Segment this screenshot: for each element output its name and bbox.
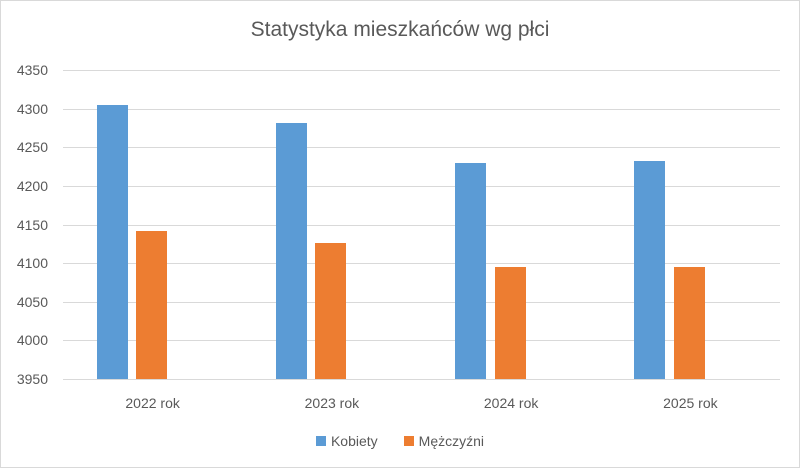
x-axis-label: 2022 rok <box>125 395 180 411</box>
y-tick-label: 4050 <box>16 293 48 310</box>
y-tick-label: 4350 <box>16 62 48 78</box>
gridline <box>63 224 780 226</box>
gridline <box>63 70 780 71</box>
bar-m-czy-ni <box>136 231 168 379</box>
x-axis-line <box>63 379 780 380</box>
gridline <box>63 301 780 303</box>
legend-swatch-icon <box>403 436 414 446</box>
chart-title: Statystyka mieszkańców wg płci <box>250 18 550 41</box>
bar-kobiety <box>96 104 128 379</box>
legend-label: Kobiety <box>330 433 378 449</box>
x-axis-label: 2025 rok <box>663 395 718 411</box>
bar-kobiety <box>455 162 487 379</box>
legend-item: Mężczyźni <box>403 433 485 449</box>
legend-item: Kobiety <box>315 433 378 449</box>
x-axis-label: 2024 rok <box>483 395 539 411</box>
bar-m-czy-ni <box>315 243 347 379</box>
legend-label: Mężczyźni <box>418 433 485 449</box>
bar-m-czy-ni <box>494 266 526 379</box>
y-tick-label: 4100 <box>16 255 48 272</box>
x-axis-label: 2023 rok <box>304 395 360 411</box>
legend-swatch-icon <box>315 436 326 446</box>
y-tick-label: 4000 <box>16 332 48 349</box>
legend: Kobiety Mężczyźni <box>1 433 799 449</box>
gridline <box>63 340 780 342</box>
gridline <box>63 108 780 110</box>
y-tick-label: 4250 <box>16 139 48 156</box>
y-tick-label: 4200 <box>16 177 48 194</box>
gridline <box>63 185 780 187</box>
gridline <box>63 263 780 265</box>
bar-kobiety <box>634 161 666 379</box>
y-tick-label: 3950 <box>16 371 48 387</box>
y-tick-label: 4300 <box>16 100 48 117</box>
bar-kobiety <box>275 122 307 379</box>
bar-m-czy-ni <box>673 266 705 379</box>
gridline <box>63 147 780 149</box>
y-tick-label: 4150 <box>16 216 48 233</box>
